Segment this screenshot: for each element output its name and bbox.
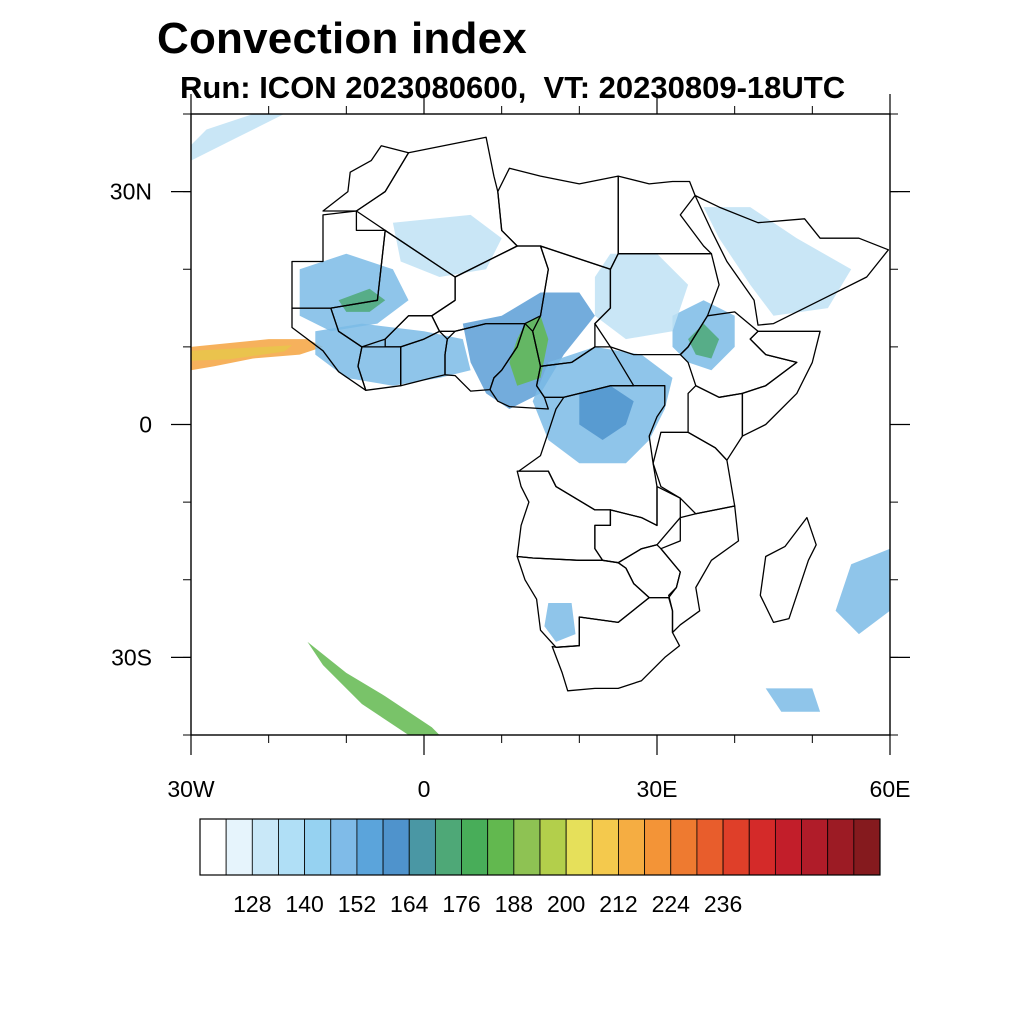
colorbar-swatch	[199, 818, 227, 876]
colorbar-swatch	[774, 818, 802, 876]
x-tick-label: 30W	[167, 776, 215, 802]
colorbar-swatch	[513, 818, 541, 876]
convection-region-sahel-west	[299, 253, 409, 332]
country-borders	[291, 136, 890, 692]
country-border-namibia-botswana	[516, 555, 650, 648]
colorbar-swatch	[434, 818, 462, 876]
chart-title: Convection index	[157, 14, 527, 63]
country-border-egypt	[617, 175, 713, 255]
country-border-morocco	[322, 145, 410, 212]
colorbar-swatch	[748, 818, 776, 876]
country-border-libya	[497, 167, 619, 270]
colorbar-swatch	[461, 818, 489, 876]
colorbar-label: 176	[442, 891, 480, 917]
country-border-madagascar	[759, 516, 817, 624]
colorbar-swatch	[801, 818, 829, 876]
colorbar-swatch	[722, 818, 750, 876]
colorbar-swatch	[539, 818, 567, 876]
colorbar-label: 152	[338, 891, 376, 917]
y-tick-label: 30S	[111, 644, 152, 670]
colorbar-label: 128	[233, 891, 271, 917]
colorbar-swatch	[304, 818, 332, 876]
colorbar: 128 140 152 164 176 188 200 212 224 236	[199, 818, 881, 917]
convection-region-atlantic-itcz-core	[191, 345, 292, 361]
colorbar-swatch	[696, 818, 724, 876]
chart-subtitle: Run: ICON 2023080600, VT: 20230809-18UTC	[180, 70, 846, 105]
convection-region-central-africa-core	[579, 385, 634, 440]
x-tick-label: 30E	[637, 776, 678, 802]
convection-region-angola-patch	[544, 603, 576, 642]
convection-region-southern-ocean-band	[307, 641, 440, 735]
colorbar-swatch	[356, 818, 384, 876]
axis-ticks: 30W 0 30E 60E 30N 0 30S	[110, 94, 911, 802]
colorbar-label: 164	[390, 891, 429, 917]
colorbar-swatch	[670, 818, 698, 876]
colorbar-label: 200	[547, 891, 585, 917]
convection-region-west-africa	[315, 323, 471, 386]
colorbar-label: 188	[495, 891, 533, 917]
country-border-somalia	[741, 330, 821, 437]
colorbar-swatch	[618, 818, 646, 876]
colorbar-swatch	[408, 818, 436, 876]
country-border-angola	[516, 470, 612, 561]
convection-region-ethiopia-core	[688, 323, 720, 359]
country-border-kenya	[687, 385, 744, 461]
plot-frame	[190, 113, 891, 736]
colorbar-swatch	[827, 818, 855, 876]
colorbar-swatch	[565, 818, 593, 876]
colorbar-swatch	[278, 818, 306, 876]
colorbar-swatch	[487, 818, 515, 876]
convection-region-sahel-west-core	[338, 288, 386, 312]
x-tick-label: 0	[418, 776, 431, 802]
country-border-tanzania	[652, 431, 736, 515]
colorbar-label: 212	[599, 891, 637, 917]
colorbar-swatch	[644, 818, 672, 876]
country-border-arabia	[694, 194, 890, 326]
colorbar-swatch	[251, 818, 279, 876]
convection-region-arabia	[703, 207, 852, 316]
convection-region-south-indian	[765, 688, 821, 712]
colorbar-frame	[199, 818, 881, 876]
x-tick-label: 60E	[870, 776, 911, 802]
colorbar-swatch	[225, 818, 253, 876]
colorbar-label: 224	[652, 891, 691, 917]
country-border-guinea-coast	[291, 307, 367, 391]
colorbar-swatch	[382, 818, 410, 876]
y-tick-label: 30N	[110, 179, 152, 205]
convection-region-madagascar-east	[835, 548, 890, 635]
colorbar-label: 236	[704, 891, 742, 917]
convection-region-sudan-sahara	[594, 253, 689, 340]
convection-region-algeria-niger	[392, 214, 502, 277]
colorbar-swatch	[330, 818, 358, 876]
colorbar-swatch	[591, 818, 619, 876]
convection-region-mediterranean-north	[191, 114, 285, 161]
y-tick-label: 0	[139, 412, 152, 438]
colorbar-swatch	[853, 818, 881, 876]
convection-fields	[191, 114, 890, 735]
colorbar-label: 140	[285, 891, 323, 917]
convection-region-cameroon-core	[509, 315, 549, 386]
country-border-south-africa	[551, 596, 681, 692]
